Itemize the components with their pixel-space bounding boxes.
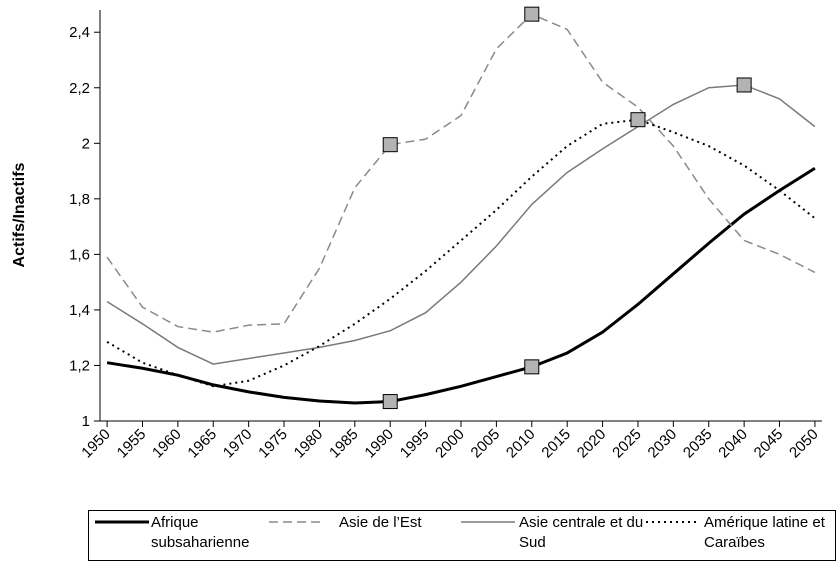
y-tick-label: 1,8 <box>69 191 90 208</box>
x-tick-label: 2000 <box>432 426 468 462</box>
x-tick-label: 1980 <box>291 426 327 462</box>
series-line <box>106 118 816 388</box>
legend-label: Asie centrale et du Sud <box>519 514 644 551</box>
point-marker <box>736 77 752 93</box>
point-marker <box>524 359 540 375</box>
x-tick-label: 2040 <box>715 426 751 462</box>
chart: Actifs/Inactifs 1 1,2 1,4 1,6 1,8 2 2,2 2,4 1950… <box>11 6 822 462</box>
legend-label: Afrique subsaharienne <box>151 514 250 551</box>
x-tick-label: 2030 <box>645 426 681 462</box>
legend-swatch <box>646 521 700 523</box>
x-tick-label: 2020 <box>574 426 610 462</box>
x-tick-label: 2045 <box>751 426 787 462</box>
legend-swatch <box>269 521 323 523</box>
legend-swatch <box>461 521 515 523</box>
y-tick-label: 2,2 <box>69 80 90 97</box>
y-tick-label: 1,2 <box>69 357 90 374</box>
x-tick-label: 1965 <box>184 426 220 462</box>
x-tick-label: 2025 <box>609 426 645 462</box>
legend-swatch <box>95 520 149 524</box>
point-marker <box>524 6 540 22</box>
x-tick-label: 2005 <box>468 426 504 462</box>
series-line <box>106 167 816 405</box>
point-marker <box>630 112 646 128</box>
legend-label: Asie de l’Est <box>339 514 422 531</box>
y-tick-label: 1 <box>82 413 90 430</box>
y-axis-label: Actifs/Inactifs <box>11 162 28 267</box>
x-tick-label: 1950 <box>78 426 114 462</box>
x-tick-label: 1990 <box>361 426 397 462</box>
point-marker <box>382 394 398 410</box>
series-line <box>106 84 816 365</box>
x-tick-label: 1985 <box>326 426 362 462</box>
y-tick-label: 1,4 <box>69 302 90 319</box>
legend-label: Amérique latine et Caraïbes <box>704 514 825 551</box>
x-tick-label: 2050 <box>786 426 822 462</box>
legend: Afrique subsaharienne Asie de l’Est Asie c… <box>88 510 836 561</box>
x-tick-label: 1960 <box>149 426 185 462</box>
x-tick-label: 1995 <box>397 426 433 462</box>
x-tick-label: 1955 <box>114 426 150 462</box>
series-line <box>106 13 816 333</box>
x-tick-label: 1970 <box>220 426 256 462</box>
x-tick-label: 2035 <box>680 426 716 462</box>
y-tick-label: 1,6 <box>69 246 90 263</box>
y-tick-label: 2,4 <box>69 24 90 41</box>
x-tick-label: 2015 <box>538 426 574 462</box>
y-tick-label: 2 <box>82 135 90 152</box>
x-tick-label: 1975 <box>255 426 291 462</box>
point-marker <box>382 137 398 153</box>
x-tick-label: 2010 <box>503 426 539 462</box>
